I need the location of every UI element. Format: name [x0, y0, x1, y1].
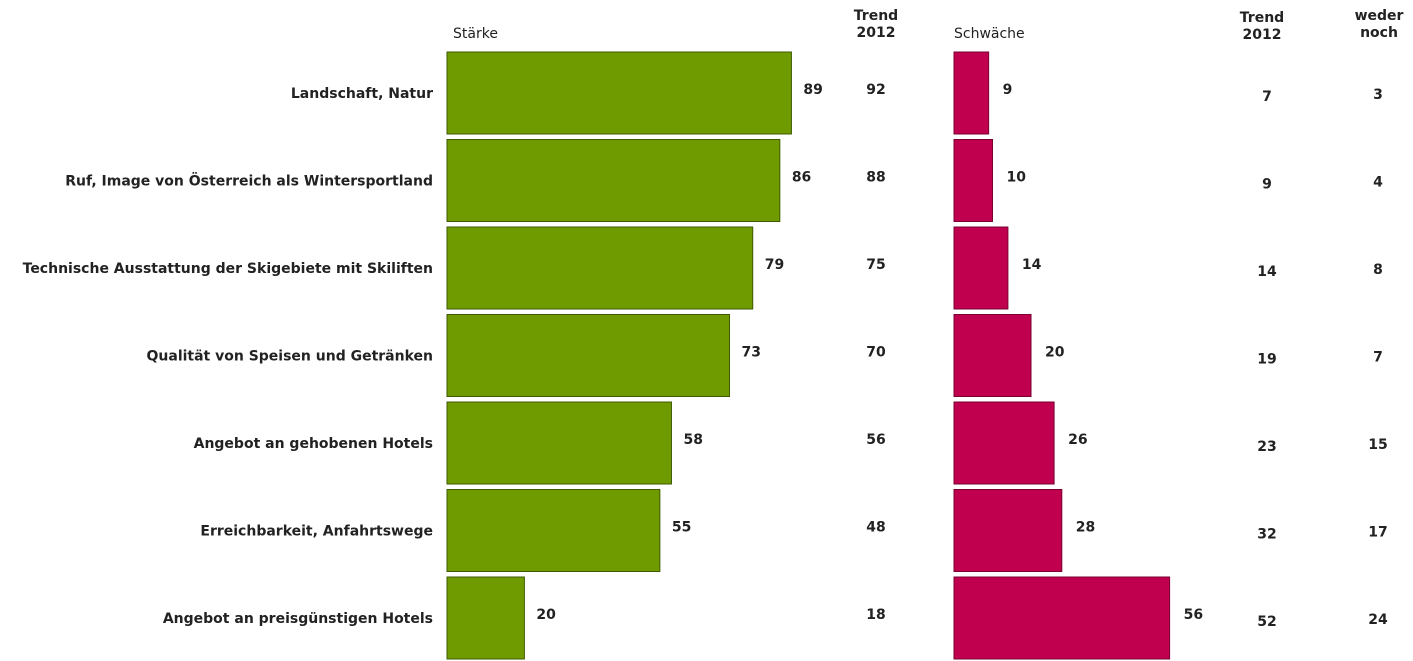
trend-2012-strength-value: 70 [866, 345, 886, 361]
weder-noch-value: 3 [1373, 87, 1383, 103]
weakness-bar [953, 401, 1055, 485]
weakness-value-label: 9 [1003, 82, 1013, 98]
category-label: Ruf, Image von Österreich als Winterspor… [65, 172, 433, 190]
weakness-bar [953, 51, 990, 135]
strength-value-label: 73 [742, 345, 761, 361]
header-trend-weakness-line2: 2012 [1243, 27, 1282, 43]
trend-2012-weakness-value: 9 [1262, 177, 1272, 193]
trend-2012-weakness-value: 52 [1257, 614, 1276, 630]
weakness-value-label: 14 [1022, 257, 1042, 273]
trend-2012-strength-value: 75 [866, 257, 885, 273]
category-label: Qualität von Speisen und Getränken [147, 349, 434, 365]
header-weakness: Schwäche [954, 26, 1025, 42]
weder-noch-value: 15 [1368, 437, 1387, 453]
strength-value-label: 86 [792, 170, 811, 186]
strength-value-label: 55 [672, 520, 691, 536]
strength-bar [446, 51, 792, 135]
trend-2012-strength-value: 88 [866, 170, 885, 186]
trend-2012-weakness-value: 14 [1257, 264, 1277, 280]
weakness-value-label: 20 [1045, 345, 1065, 361]
strength-bar [446, 489, 661, 572]
trend-2012-strength-value: 18 [866, 607, 885, 623]
strength-value-label: 79 [765, 257, 784, 273]
trend-2012-weakness-value: 32 [1257, 527, 1276, 543]
category-label: Technische Ausstattung der Skigebiete mi… [23, 261, 433, 277]
strength-bar [446, 226, 754, 310]
header-strength: Stärke [453, 26, 498, 42]
weakness-value-label: 26 [1068, 432, 1087, 448]
weder-noch-value: 17 [1368, 525, 1387, 541]
weder-noch-value: 4 [1373, 175, 1383, 191]
weakness-bar [953, 314, 1032, 397]
category-label: Angebot an preisgünstigen Hotels [163, 611, 433, 627]
header-neither-line1: weder [1355, 8, 1404, 24]
trend-2012-weakness-value: 7 [1262, 89, 1272, 105]
strength-bar [446, 576, 525, 660]
weder-noch-value: 24 [1368, 612, 1388, 628]
weakness-bar [953, 576, 1171, 660]
weder-noch-value: 7 [1373, 350, 1383, 366]
trend-2012-weakness-value: 19 [1257, 352, 1276, 368]
header-trend-strength-line1: Trend [854, 8, 898, 24]
strength-value-label: 89 [803, 82, 822, 98]
category-label: Landschaft, Natur [291, 86, 433, 102]
weakness-bar [953, 489, 1063, 572]
weakness-value-label: 56 [1184, 607, 1203, 623]
trend-2012-strength-value: 92 [866, 82, 885, 98]
weakness-bar [953, 226, 1009, 310]
weakness-bar [953, 139, 993, 222]
weakness-value-label: 28 [1076, 520, 1095, 536]
strength-bar [446, 139, 781, 222]
strength-value-label: 58 [683, 432, 702, 448]
weder-noch-value: 8 [1373, 262, 1383, 278]
trend-2012-weakness-value: 23 [1257, 439, 1276, 455]
strength-bar [446, 314, 731, 397]
header-trend-strength-line2: 2012 [857, 25, 896, 41]
trend-2012-strength-value: 48 [866, 520, 885, 536]
category-label: Angebot an gehobenen Hotels [194, 436, 433, 452]
strength-bar [446, 401, 672, 485]
header-trend-weakness-line1: Trend [1240, 10, 1284, 26]
trend-2012-strength-value: 56 [866, 432, 885, 448]
weakness-value-label: 10 [1007, 170, 1027, 186]
header-neither-line2: noch [1360, 25, 1398, 41]
category-label: Erreichbarkeit, Anfahrtswege [200, 524, 433, 540]
strength-value-label: 20 [536, 607, 556, 623]
